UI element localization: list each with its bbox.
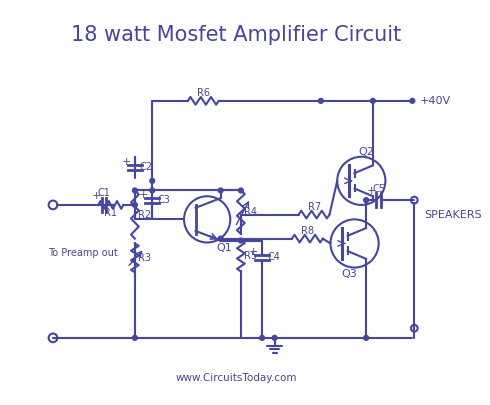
Text: R5: R5 [244, 251, 257, 261]
Text: +: + [249, 247, 258, 257]
Text: R3: R3 [138, 253, 151, 263]
Text: SPEAKERS: SPEAKERS [424, 209, 482, 220]
Circle shape [239, 188, 243, 193]
Text: R4: R4 [244, 207, 257, 217]
Circle shape [218, 188, 223, 193]
Text: 18 watt Mosfet Amplifier Circuit: 18 watt Mosfet Amplifier Circuit [71, 25, 401, 45]
Text: +: + [139, 190, 148, 200]
Circle shape [218, 236, 223, 241]
Circle shape [260, 335, 265, 340]
Text: Q1: Q1 [217, 243, 232, 253]
Circle shape [239, 238, 243, 243]
Circle shape [272, 335, 277, 340]
Text: +: + [92, 191, 101, 201]
Text: Q3: Q3 [342, 269, 358, 279]
Circle shape [410, 98, 415, 103]
Circle shape [150, 188, 155, 193]
Text: +40V: +40V [420, 96, 451, 106]
Circle shape [364, 198, 368, 202]
Text: R7: R7 [308, 202, 320, 212]
Circle shape [132, 202, 137, 207]
Text: +: + [122, 157, 131, 167]
Text: C1: C1 [98, 188, 110, 198]
Text: C5: C5 [372, 183, 385, 194]
Circle shape [370, 98, 375, 103]
Text: R6: R6 [197, 88, 210, 98]
Circle shape [364, 335, 368, 340]
Text: +: + [367, 186, 376, 196]
Circle shape [150, 179, 155, 183]
Circle shape [318, 98, 323, 103]
Text: www.CircuitsToday.com: www.CircuitsToday.com [175, 373, 297, 384]
Text: R1: R1 [104, 208, 117, 217]
Text: To Preamp out: To Preamp out [48, 248, 118, 258]
Text: R8: R8 [301, 226, 314, 236]
Circle shape [132, 335, 137, 340]
Text: R2: R2 [138, 209, 151, 220]
Text: C2: C2 [140, 162, 153, 173]
Text: Q2: Q2 [358, 147, 374, 157]
Text: C4: C4 [267, 252, 280, 262]
Circle shape [132, 188, 137, 193]
Text: C3: C3 [157, 195, 170, 205]
